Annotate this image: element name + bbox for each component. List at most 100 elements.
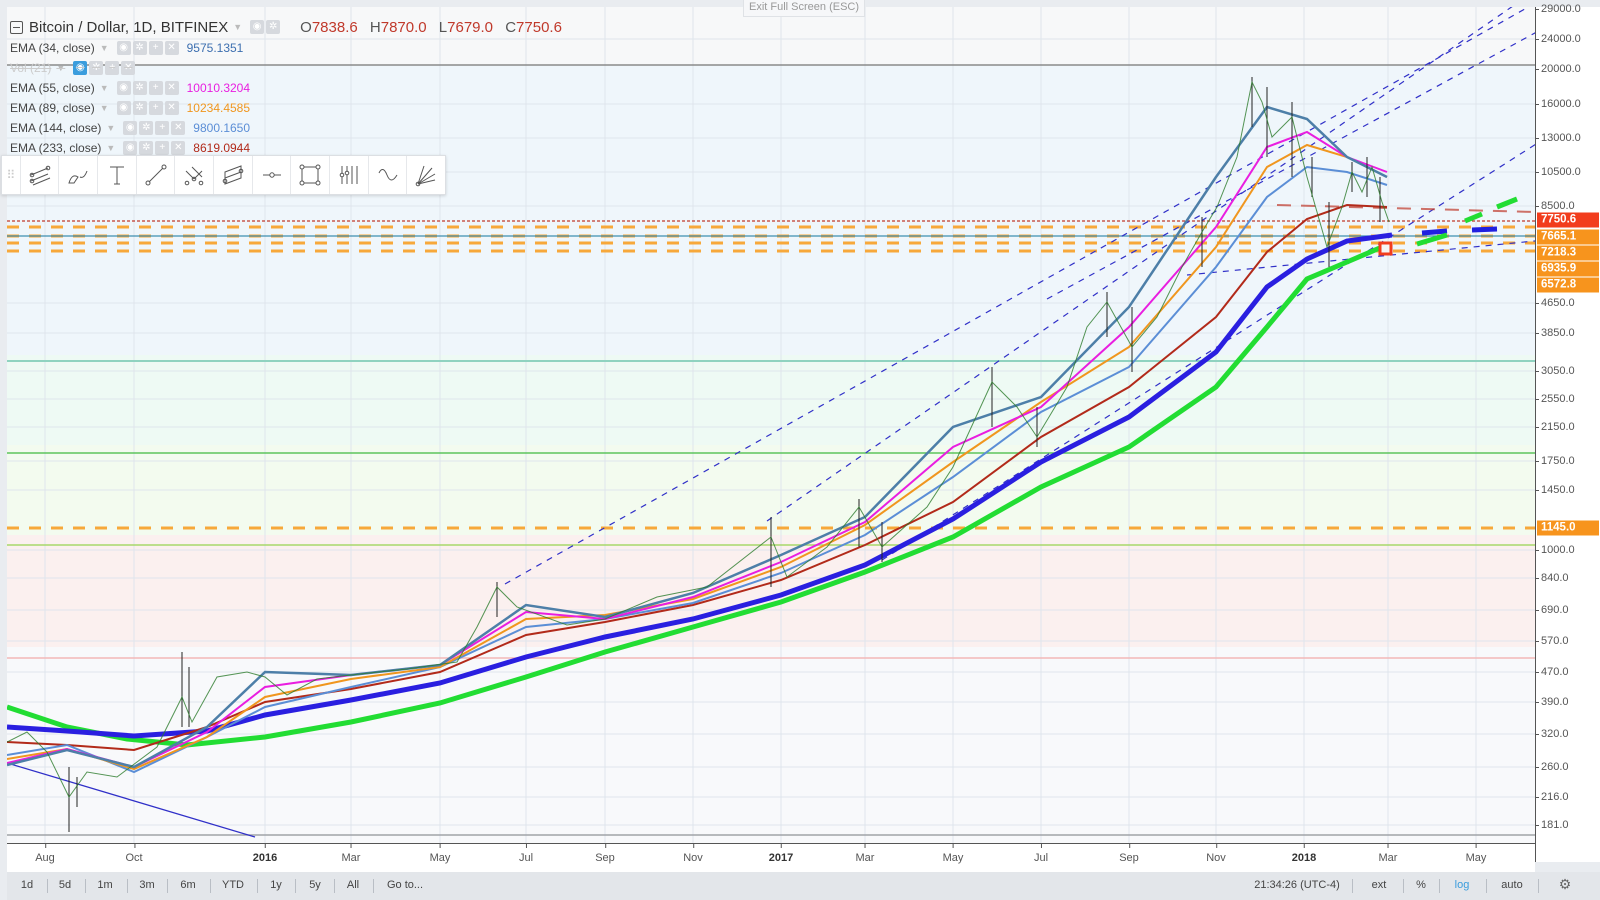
symbol-title[interactable]: Bitcoin / Dollar, 1D, BITFINEX	[29, 18, 229, 36]
indicator-label[interactable]: EMA (144, close)	[10, 121, 102, 135]
close-icon[interactable]: ✕	[164, 81, 179, 95]
trend-line-tools-icon[interactable]	[19, 156, 59, 194]
time-tick: Jul	[518, 844, 534, 864]
chevron-down-icon[interactable]: ▼	[56, 63, 66, 73]
elliott-wave-icon[interactable]	[367, 156, 407, 194]
extended-hours-toggle[interactable]: ext	[1371, 879, 1387, 891]
close-icon[interactable]: ✕	[171, 141, 186, 155]
horizontal-ray-icon[interactable]	[251, 156, 291, 194]
percent-scale-toggle[interactable]: %	[1416, 879, 1426, 891]
eye-icon[interactable]: ◉	[116, 41, 131, 55]
price-tick: 16000.0	[1535, 98, 1581, 110]
close-icon[interactable]: ✕	[164, 101, 179, 115]
drag-handle-icon[interactable]: ⠿	[6, 168, 16, 182]
plus-icon[interactable]: +	[155, 141, 170, 155]
eye-icon[interactable]: ◉	[123, 141, 138, 155]
clock-timezone[interactable]: 21:34:26 (UTC-4)	[1254, 879, 1340, 891]
exit-fullscreen-button[interactable]: Exit Full Screen (ESC)	[743, 0, 865, 17]
indicator-vol-21[interactable]: Vol (21) ▼ ◉ ✲ + ✕	[10, 58, 562, 78]
close-label: C	[505, 18, 517, 36]
range-5y-button[interactable]: 5y	[309, 879, 321, 891]
indicator-value: 10010.3204	[186, 81, 251, 95]
goto-date-button[interactable]: Go to...	[386, 879, 424, 891]
chevron-down-icon[interactable]: ▼	[99, 103, 109, 113]
line-tool-icon[interactable]	[135, 156, 175, 194]
indicator-ema-34[interactable]: EMA (34, close) ▼ ◉ ✲ + ✕ 9575.1351	[10, 38, 562, 58]
fib-retracement-icon[interactable]	[329, 156, 368, 194]
gear-icon[interactable]: ✲	[132, 81, 147, 95]
eye-icon[interactable]: ◉	[123, 121, 138, 135]
rectangle-icon[interactable]	[290, 156, 329, 194]
indicator-value: 9575.1351	[186, 41, 244, 55]
chevron-down-icon[interactable]: ▼	[106, 143, 116, 153]
price-tick: 320.0	[1535, 728, 1569, 740]
collapse-legend-icon[interactable]	[10, 20, 23, 34]
close-icon[interactable]: ✕	[164, 41, 179, 55]
price-axis[interactable]: 29000.0 24000.0 20000.0 16000.0 13000.0 …	[1535, 3, 1600, 862]
level-price-label: 7218.3	[1537, 245, 1599, 261]
price-tick: 13000.0	[1535, 132, 1581, 144]
eye-icon[interactable]: ◉	[116, 101, 131, 115]
indicator-label[interactable]: Vol (21)	[10, 61, 52, 75]
chevron-down-icon[interactable]: ▼	[106, 123, 116, 133]
indicator-value: 10234.4585	[186, 101, 251, 115]
high-label: H	[369, 18, 381, 36]
plus-icon[interactable]: +	[148, 41, 163, 55]
price-tick: 260.0	[1535, 761, 1569, 773]
level-price-label: 1145.0	[1537, 520, 1599, 536]
text-tool-icon[interactable]	[97, 156, 136, 194]
log-scale-toggle[interactable]: log	[1454, 879, 1470, 891]
indicator-label[interactable]: EMA (89, close)	[10, 101, 95, 115]
gear-icon[interactable]: ✲	[139, 141, 154, 155]
close-icon[interactable]: ✕	[121, 61, 136, 75]
settings-gear-icon[interactable]: ⚙	[1558, 876, 1572, 892]
drawing-toolbar: ⠿	[1, 155, 446, 195]
price-chart-canvas[interactable]	[7, 7, 1535, 843]
range-1y-button[interactable]: 1y	[270, 879, 282, 891]
indicator-ema-233[interactable]: EMA (233, close) ▼ ◉ ✲ + ✕ 8619.0944	[10, 138, 562, 158]
range-1d-button[interactable]: 1d	[20, 879, 34, 891]
indicator-ema-89[interactable]: EMA (89, close) ▼ ◉ ✲ + ✕ 10234.4585	[10, 98, 562, 118]
range-ytd-button[interactable]: YTD	[222, 879, 244, 891]
range-1m-button[interactable]: 1m	[97, 879, 113, 891]
plus-icon[interactable]: +	[105, 61, 120, 75]
gear-icon[interactable]: ✲	[132, 41, 147, 55]
high-value: 7870.0	[380, 18, 427, 36]
indicator-label[interactable]: EMA (34, close)	[10, 41, 95, 55]
indicator-ema-144[interactable]: EMA (144, close) ▼ ◉ ✲ + ✕ 9800.1650	[10, 118, 562, 138]
gear-icon[interactable]: ✲	[266, 20, 281, 34]
auto-scale-toggle[interactable]: auto	[1501, 879, 1523, 891]
level-price-label: 7665.1	[1537, 229, 1599, 245]
indicator-value: 9800.1650	[193, 121, 251, 135]
gear-icon[interactable]: ✲	[139, 121, 154, 135]
indicator-label[interactable]: EMA (55, close)	[10, 81, 95, 95]
time-axis[interactable]: Aug Oct 2016 Mar May Jul Sep Nov 2017 Ma…	[7, 843, 1535, 873]
symbol-row: Bitcoin / Dollar, 1D, BITFINEX ▼ ◉ ✲ O78…	[10, 16, 562, 38]
gear-icon[interactable]: ✲	[89, 61, 104, 75]
fan-icon[interactable]	[406, 156, 445, 194]
indicator-label[interactable]: EMA (233, close)	[10, 141, 102, 155]
brush-icon[interactable]	[58, 156, 97, 194]
close-icon[interactable]: ✕	[171, 121, 186, 135]
range-3m-button[interactable]: 3m	[139, 879, 155, 891]
chart-pane[interactable]	[7, 7, 1535, 843]
gear-icon[interactable]: ✲	[132, 101, 147, 115]
price-tick: 1000.0	[1535, 544, 1575, 556]
plus-icon[interactable]: +	[155, 121, 170, 135]
eye-icon[interactable]: ◉	[250, 20, 265, 34]
eye-icon[interactable]: ◉	[116, 81, 131, 95]
range-6m-button[interactable]: 6m	[180, 879, 196, 891]
chevron-down-icon[interactable]: ▼	[99, 43, 109, 53]
channel-icon[interactable]	[213, 156, 252, 194]
price-tick: 2150.0	[1535, 421, 1575, 433]
eye-icon[interactable]: ◉	[73, 61, 88, 75]
range-5d-button[interactable]: 5d	[58, 879, 72, 891]
chevron-down-icon[interactable]: ▼	[233, 22, 243, 32]
indicator-ema-55[interactable]: EMA (55, close) ▼ ◉ ✲ + ✕ 10010.3204	[10, 78, 562, 98]
chevron-down-icon[interactable]: ▼	[99, 83, 109, 93]
plus-icon[interactable]: +	[148, 101, 163, 115]
low-label: L	[438, 18, 448, 36]
plus-icon[interactable]: +	[148, 81, 163, 95]
pitchfork-icon[interactable]	[174, 156, 213, 194]
range-all-button[interactable]: All	[346, 879, 360, 891]
